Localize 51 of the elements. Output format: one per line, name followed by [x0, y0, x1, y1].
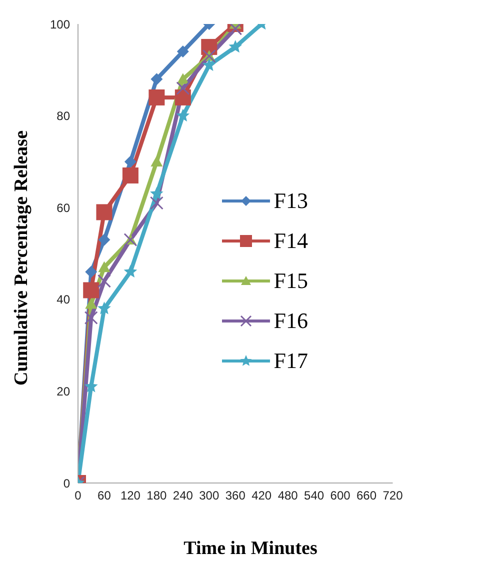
point: [124, 156, 136, 168]
point: [98, 234, 110, 246]
point: [98, 302, 111, 314]
x-tick-label: 720: [382, 488, 404, 503]
y-tick-label: 0: [63, 476, 70, 490]
point: [176, 108, 190, 122]
point: [148, 89, 165, 106]
point: [202, 58, 216, 71]
x-tick-label: 480: [278, 488, 298, 503]
x-tick-label: 660: [356, 488, 377, 503]
y-axis-title: Cumulative Percentage Release: [11, 130, 33, 386]
point: [150, 73, 163, 86]
x-tick-label: 360: [225, 488, 246, 503]
point: [122, 167, 138, 184]
legend-label: F15: [274, 268, 308, 294]
point: [97, 274, 111, 288]
point: [228, 24, 242, 36]
point: [176, 46, 189, 58]
point: [174, 89, 191, 106]
y-tick-label: 80: [56, 109, 70, 124]
x-tick-label: 300: [199, 488, 220, 503]
point: [85, 298, 98, 309]
point: [84, 311, 98, 325]
point: [228, 40, 242, 53]
y-tick-label: 100: [50, 17, 70, 32]
x-tick-label: 0: [74, 488, 82, 503]
x-tick-label: 540: [304, 488, 324, 503]
y-tick-label: 60: [56, 200, 70, 215]
legend-label: F14: [274, 228, 308, 254]
x-tick-label: 120: [120, 488, 141, 503]
point: [98, 261, 110, 272]
x-tick-label: 600: [330, 488, 351, 503]
x-tick-label: 180: [146, 488, 168, 503]
x-tick-label: 420: [252, 488, 272, 503]
point: [150, 186, 164, 200]
point: [150, 196, 164, 210]
legend-label: F17: [274, 348, 308, 374]
x-tick-label: 60: [98, 488, 112, 503]
x-tick-label: 240: [172, 488, 194, 503]
point: [176, 73, 189, 84]
x-axis-title: Time in Minutes: [182, 538, 318, 560]
y-tick-label: 20: [56, 384, 70, 398]
point: [83, 282, 100, 298]
legend-label: F13: [274, 188, 308, 214]
point: [85, 266, 98, 278]
point: [96, 204, 112, 220]
point: [176, 82, 190, 96]
legend-label: F16: [274, 308, 308, 334]
point: [150, 156, 163, 166]
y-tick-label: 40: [56, 292, 70, 307]
point: [124, 264, 138, 278]
